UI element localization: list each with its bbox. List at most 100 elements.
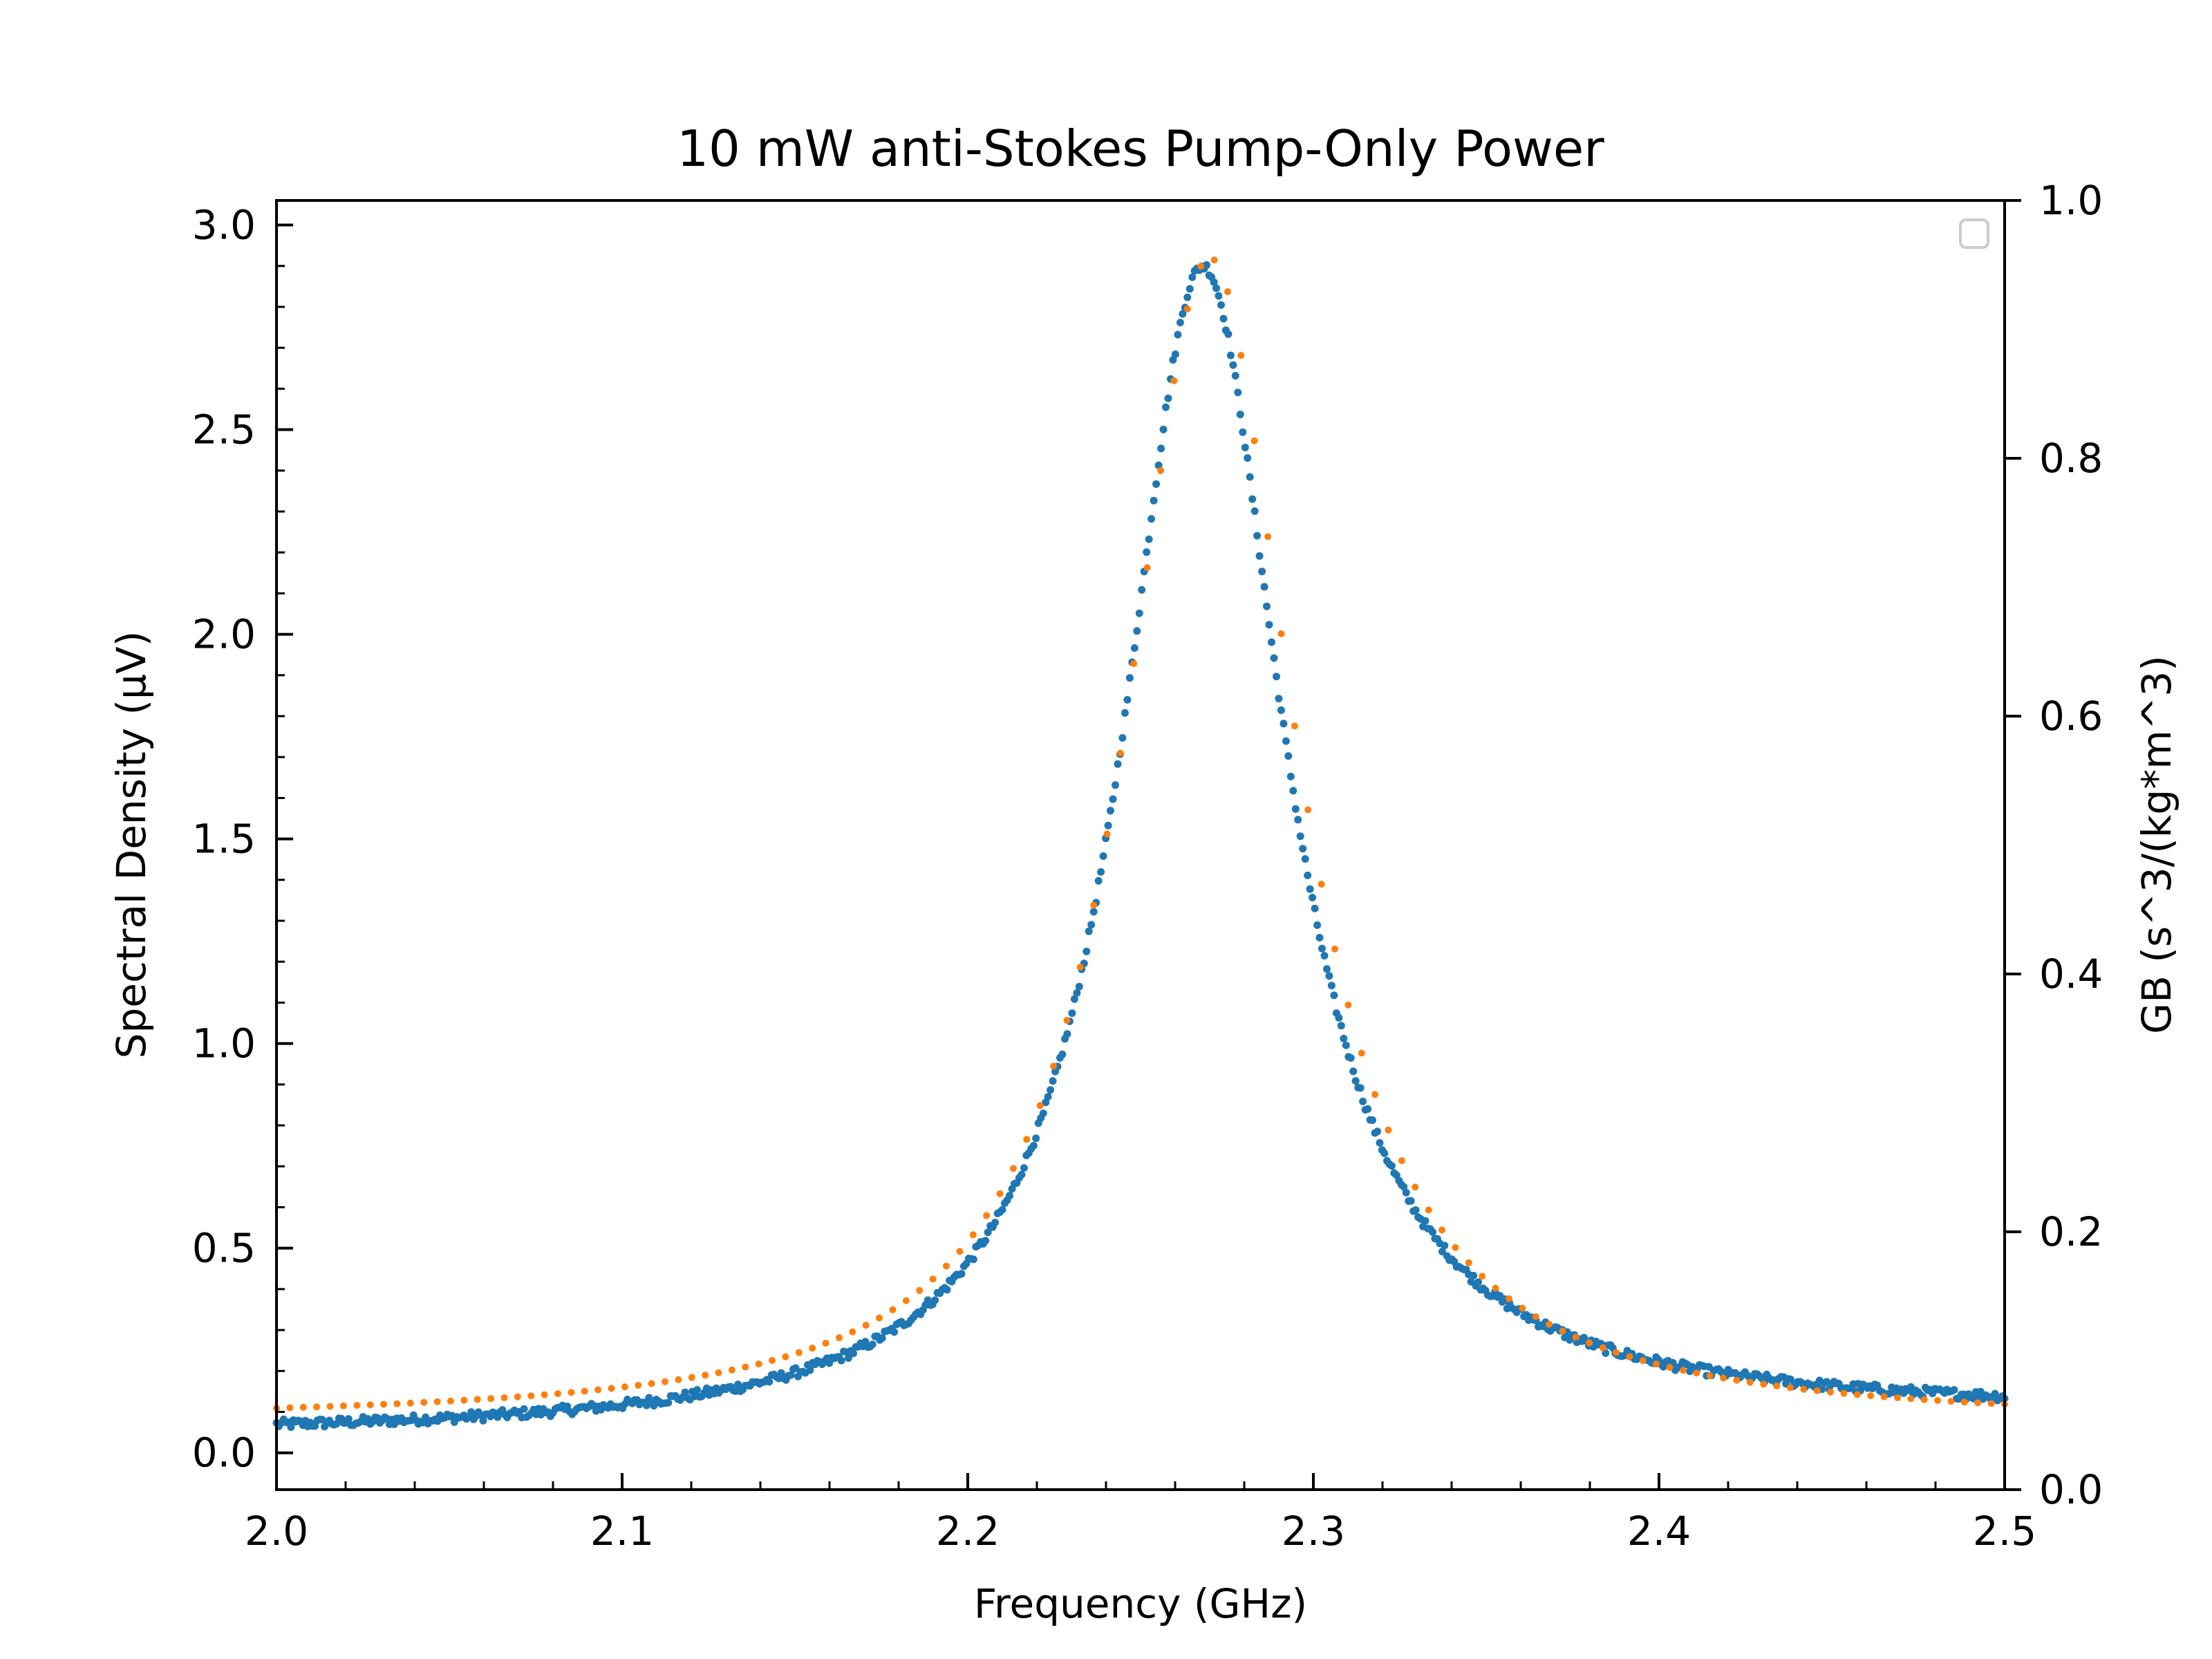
- point-measured: [1135, 609, 1143, 617]
- point-fit: [380, 1400, 387, 1408]
- point-fit: [702, 1371, 709, 1379]
- point-measured: [1241, 443, 1249, 451]
- point-fit: [1076, 964, 1084, 971]
- point-measured: [984, 1228, 992, 1237]
- point-measured: [1063, 1030, 1071, 1038]
- point-fit: [1733, 1376, 1741, 1384]
- point-measured: [1029, 1141, 1038, 1150]
- legend-box: [1959, 218, 1989, 249]
- point-measured: [1185, 285, 1194, 293]
- point-fit: [487, 1395, 495, 1403]
- point-measured: [1387, 1162, 1396, 1170]
- point-fit: [420, 1398, 428, 1406]
- point-fit: [1009, 1165, 1017, 1172]
- point-measured: [1327, 982, 1335, 990]
- point-measured: [1226, 351, 1235, 359]
- point-measured: [1130, 644, 1138, 652]
- point-measured: [1244, 454, 1252, 462]
- point-measured: [311, 1422, 319, 1430]
- point-measured: [1231, 372, 1239, 379]
- point-measured: [1359, 1097, 1367, 1105]
- point-measured: [1210, 278, 1218, 286]
- point-fit: [1318, 881, 1325, 888]
- y2-tick-label: 1.0: [2039, 177, 2103, 224]
- point-fit: [1344, 1001, 1352, 1009]
- point-measured: [1374, 1127, 1381, 1136]
- point-fit: [1277, 630, 1285, 637]
- x-tick-label: 2.3: [1282, 1508, 1345, 1555]
- point-measured: [1273, 673, 1280, 681]
- point-measured: [1183, 293, 1192, 301]
- point-fit: [902, 1297, 910, 1304]
- point-fit: [1116, 749, 1124, 757]
- y-axis-label: Spectral Density (μV): [108, 631, 155, 1059]
- y-tick-label: 2.0: [192, 611, 256, 658]
- point-fit: [648, 1380, 655, 1387]
- point-measured: [1246, 473, 1254, 481]
- point-measured: [991, 1219, 1000, 1226]
- point-measured: [1340, 1034, 1348, 1042]
- point-measured: [1121, 709, 1129, 717]
- point-measured: [982, 1237, 990, 1245]
- point-fit: [916, 1286, 924, 1294]
- point-fit: [460, 1396, 468, 1404]
- point-measured: [1335, 1013, 1343, 1022]
- point-fit: [1438, 1226, 1445, 1234]
- y2-tick-label: 0.8: [2039, 435, 2103, 482]
- point-measured: [1470, 1271, 1478, 1280]
- point-fit: [1358, 1049, 1365, 1057]
- point-measured: [1179, 310, 1187, 318]
- point-measured: [1171, 350, 1179, 358]
- point-measured: [806, 1366, 814, 1374]
- point-measured: [681, 1388, 689, 1396]
- point-fit: [1210, 256, 1218, 264]
- point-measured: [1125, 674, 1134, 682]
- point-measured: [1289, 787, 1297, 795]
- point-fit: [621, 1383, 628, 1391]
- point-fit: [1425, 1206, 1432, 1214]
- point-fit: [876, 1314, 883, 1322]
- point-measured: [1301, 855, 1309, 863]
- point-measured: [1286, 772, 1295, 780]
- point-measured: [1236, 411, 1244, 419]
- point-fit: [447, 1397, 454, 1405]
- point-fit: [1291, 722, 1298, 730]
- point-measured: [1248, 495, 1257, 503]
- point-fit: [1036, 1102, 1044, 1109]
- point-measured: [1123, 695, 1132, 704]
- point-measured: [1277, 706, 1285, 714]
- point-fit: [1532, 1313, 1539, 1320]
- point-fit: [393, 1400, 401, 1407]
- point-fit: [313, 1403, 321, 1411]
- point-measured: [1282, 737, 1290, 745]
- point-measured: [1313, 921, 1322, 929]
- point-fit: [1197, 263, 1205, 270]
- point-fit: [1786, 1384, 1794, 1391]
- point-fit: [299, 1403, 307, 1411]
- point-measured: [1217, 301, 1225, 309]
- point-measured: [1318, 944, 1326, 953]
- point-measured: [931, 1296, 939, 1304]
- point-measured: [1229, 361, 1237, 369]
- point-measured: [1234, 388, 1242, 397]
- point-measured: [1311, 904, 1319, 912]
- point-measured: [1097, 868, 1105, 876]
- y2-tick-label: 0.6: [2039, 693, 2103, 740]
- point-measured: [1058, 1050, 1067, 1058]
- point-measured: [1474, 1278, 1482, 1286]
- point-fit: [581, 1387, 588, 1395]
- point-measured: [1323, 965, 1331, 973]
- point-measured: [1094, 877, 1103, 885]
- point-measured: [1018, 1170, 1026, 1179]
- point-fit: [1880, 1393, 1888, 1400]
- point-fit: [969, 1231, 977, 1239]
- point-fit: [1492, 1284, 1499, 1292]
- point-measured: [1356, 1084, 1365, 1092]
- point-measured: [1224, 330, 1232, 338]
- point-fit: [1157, 467, 1165, 474]
- point-measured: [890, 1328, 899, 1336]
- point-fit: [514, 1393, 521, 1400]
- point-measured: [1349, 1067, 1358, 1076]
- point-fit: [635, 1382, 642, 1389]
